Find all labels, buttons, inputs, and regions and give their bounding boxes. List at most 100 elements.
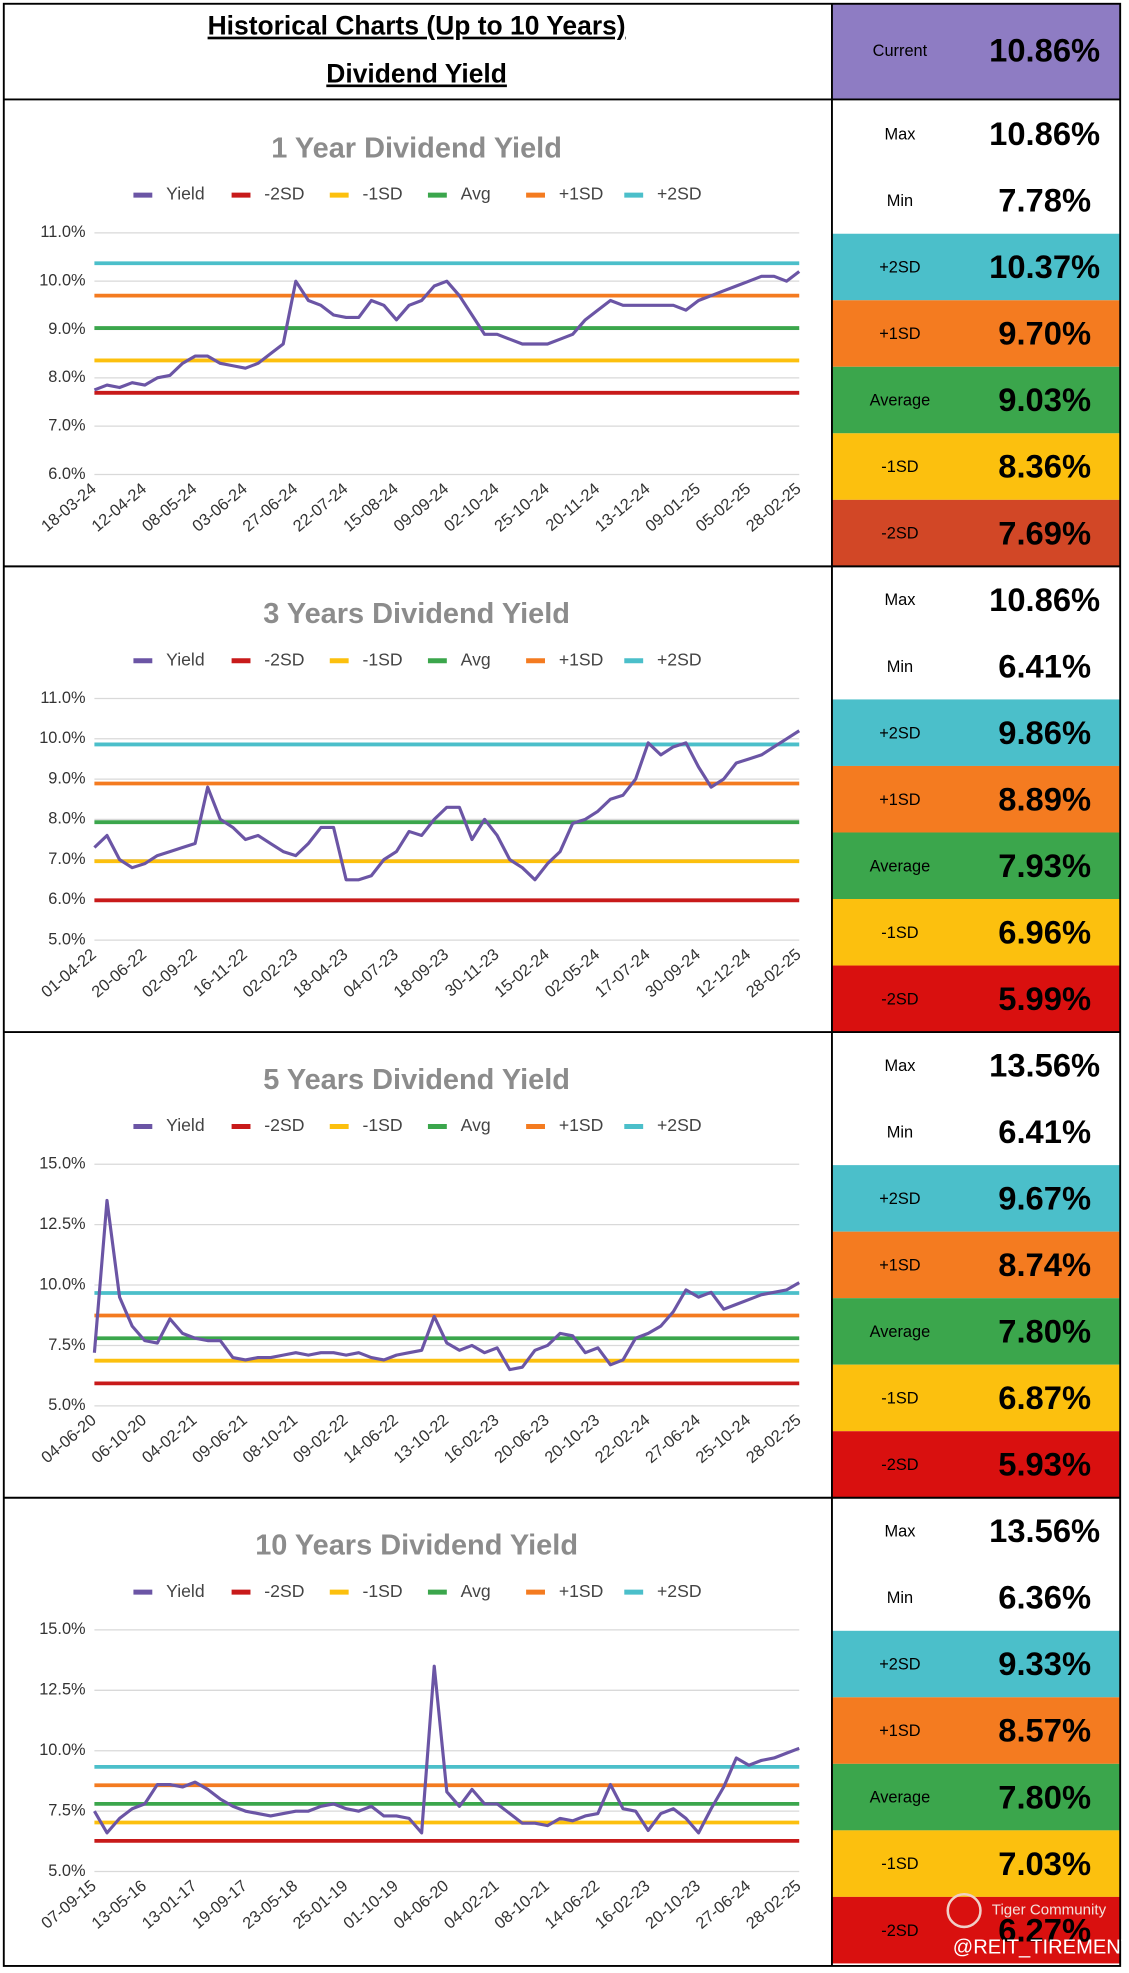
stat-label: Max: [884, 126, 915, 144]
stat-cell: [831, 566, 1121, 633]
y-tick-label: 10.0%: [39, 1275, 85, 1293]
y-tick-label: 9.0%: [48, 320, 85, 338]
stat-cell: [831, 100, 1121, 168]
stat-value: 7.80%: [998, 1313, 1091, 1350]
legend-label: -2SD: [264, 1581, 304, 1601]
stat-value: 5.93%: [998, 1446, 1091, 1483]
legend-label: Avg: [461, 1115, 491, 1135]
stat-cell: [831, 300, 1121, 367]
stat-value: 9.86%: [998, 714, 1091, 751]
current-label: Current: [873, 42, 928, 60]
legend-label: -2SD: [264, 184, 304, 204]
stat-value: 7.03%: [998, 1845, 1091, 1882]
yield-line: [93, 1664, 800, 1835]
stat-cell: [831, 699, 1121, 766]
stat-label: Max: [884, 1057, 915, 1075]
y-tick-label: 8.0%: [48, 810, 85, 828]
stat-label: Min: [887, 658, 913, 676]
stat-label: Min: [887, 1123, 913, 1141]
yield-line: [93, 729, 801, 882]
stat-value: 7.78%: [998, 182, 1091, 219]
stat-value: 8.89%: [998, 780, 1091, 817]
watermark-icon: [946, 1892, 982, 1929]
stat-cell: [831, 1830, 1121, 1897]
stat-value: 13.56%: [989, 1512, 1100, 1549]
stat-cell: [831, 899, 1121, 966]
stat-label: -2SD: [881, 525, 918, 543]
y-tick-label: 15.0%: [39, 1620, 85, 1638]
stat-cell: [831, 1364, 1121, 1432]
stat-value: 6.36%: [998, 1579, 1091, 1616]
legend-label: -1SD: [362, 184, 402, 204]
stat-cell: [831, 499, 1121, 567]
y-tick-label: 11.0%: [40, 223, 85, 241]
legend-label: -2SD: [264, 1115, 304, 1135]
legend-label: +1SD: [559, 1115, 604, 1135]
y-tick-label: 10.0%: [39, 729, 85, 747]
current-cell: [831, 3, 1121, 100]
stat-label: Average: [870, 1323, 931, 1341]
stat-value: 7.69%: [998, 514, 1091, 551]
stat-label: Average: [870, 392, 931, 410]
legend-label: Avg: [461, 1581, 491, 1601]
legend-label: Yield: [166, 1581, 205, 1601]
stat-label: Min: [887, 192, 913, 210]
legend-label: -1SD: [362, 649, 402, 669]
stat-value: 6.27%: [998, 1911, 1091, 1948]
yield-line: [92, 1198, 801, 1372]
stat-label: +1SD: [879, 325, 921, 343]
y-tick-label: 7.5%: [48, 1336, 85, 1354]
stat-cell: [831, 1098, 1121, 1166]
chart-title: 1 Year Dividend Yield: [271, 132, 562, 164]
stat-cell: [831, 965, 1121, 1033]
legend-label: +2SD: [657, 1581, 702, 1601]
y-tick-label: 6.0%: [48, 890, 85, 908]
y-tick-label: 5.0%: [48, 1396, 85, 1414]
y-tick-label: 7.5%: [48, 1801, 85, 1819]
stat-value: 6.41%: [998, 647, 1091, 684]
stat-label: Max: [884, 591, 915, 609]
y-tick-label: 5.0%: [48, 1862, 85, 1880]
stat-label: +1SD: [879, 1256, 921, 1274]
watermark-handle: @REIT_TIREMENT: [953, 1937, 1129, 1959]
stat-cell: [831, 1697, 1121, 1764]
stat-label: -2SD: [881, 1456, 918, 1474]
chart-title: 10 Years Dividend Yield: [255, 1529, 578, 1561]
legend-label: -2SD: [264, 649, 304, 669]
stat-value: 10.37%: [989, 248, 1100, 285]
y-tick-label: 10.0%: [39, 1741, 85, 1759]
y-tick-label: 5.0%: [48, 931, 85, 949]
y-tick-label: 6.0%: [48, 465, 85, 483]
stat-label: +2SD: [879, 259, 921, 277]
stat-cell: [831, 1896, 1121, 1964]
legend-label: +2SD: [657, 1115, 702, 1135]
legend-label: -1SD: [362, 1581, 402, 1601]
stat-label: +2SD: [879, 1656, 921, 1674]
stat-value: 7.80%: [998, 1778, 1091, 1815]
stat-cell: [831, 366, 1121, 434]
legend-label: +1SD: [559, 649, 604, 669]
legend-label: Avg: [461, 649, 491, 669]
y-tick-label: 12.5%: [39, 1681, 85, 1699]
stat-value: 9.67%: [998, 1180, 1091, 1217]
stat-cell: [831, 1231, 1121, 1299]
stat-cell: [831, 1032, 1121, 1099]
y-tick-label: 15.0%: [39, 1155, 85, 1173]
stat-cell: [831, 1630, 1121, 1698]
stat-cell: [831, 167, 1121, 234]
chart-title: 5 Years Dividend Yield: [263, 1064, 570, 1096]
watermark: Tiger Community @REIT_TIREMENT: [946, 1892, 1129, 1959]
stat-cell: [831, 765, 1121, 833]
stat-label: -2SD: [881, 990, 918, 1008]
stat-label: +2SD: [879, 724, 921, 742]
page-subtitle: Dividend Yield: [326, 59, 507, 89]
legend-label: Yield: [166, 1115, 205, 1135]
stat-value: 6.96%: [998, 913, 1091, 950]
stat-label: +1SD: [879, 1722, 921, 1740]
stat-value: 7.93%: [998, 847, 1091, 884]
legend-label: +1SD: [559, 1581, 604, 1601]
y-tick-label: 7.0%: [48, 850, 85, 868]
stat-label: -1SD: [881, 924, 918, 942]
